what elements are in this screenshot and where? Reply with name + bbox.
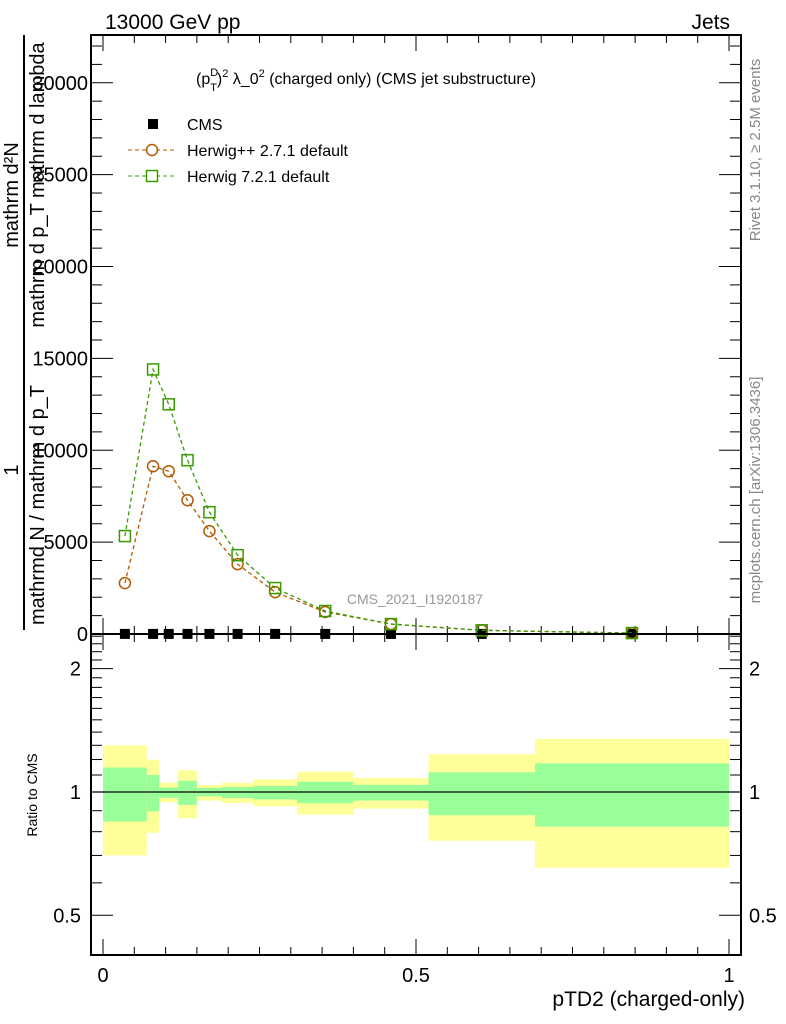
ratio-band-green bbox=[253, 785, 298, 800]
legend-herwigpp-label: Herwig++ 2.7.1 default bbox=[187, 143, 349, 160]
title-sup2: 2 bbox=[222, 68, 228, 80]
legend-herwig7-marker bbox=[145, 169, 159, 183]
series-line-herwig7 bbox=[124, 367, 632, 634]
herwigpp-point bbox=[268, 585, 282, 599]
herwig7-point bbox=[231, 548, 244, 562]
title-p: (p bbox=[196, 71, 210, 88]
herwig7-point bbox=[162, 398, 175, 411]
y-axis-label: 1 mathrm d²N mathrmd N / mathrm d p_T ma… bbox=[1, 35, 49, 630]
ratio-band-green bbox=[159, 787, 179, 798]
ratio-y-tick-label-right: 2 bbox=[749, 659, 760, 681]
svg-text:(pDT)2 λ_02 (charged only) (CM: (pD T)2 λ_02 (charged only) (CMS jet subs… bbox=[196, 67, 536, 94]
x-axis-label: pTD2 (charged-only) bbox=[552, 988, 745, 1011]
y-tick-label: 0 bbox=[77, 624, 88, 646]
herwigpp-point bbox=[231, 557, 244, 571]
ylabel-den-left: 1 bbox=[1, 464, 23, 475]
herwigpp-point bbox=[181, 493, 194, 507]
rivet-label: Rivet 3.1.10, ≥ 2.5M events bbox=[747, 59, 764, 242]
title-close: ) bbox=[217, 71, 222, 88]
y-tick-label: 5000 bbox=[44, 532, 89, 554]
herwig7-point bbox=[203, 505, 216, 519]
y-tick-label: 30000 bbox=[32, 73, 88, 95]
title-tail: (charged only) (CMS jet substructure) bbox=[265, 71, 536, 88]
legend-cms-label: CMS bbox=[187, 117, 223, 134]
header-left: 13000 GeV pp bbox=[105, 11, 240, 34]
ylabel-den-right: mathrmd N / mathrm d p_T bbox=[27, 385, 49, 625]
ylabel-num-right: mathrm d p_T mathrm d lambda bbox=[27, 41, 49, 327]
title-sup-d: D bbox=[210, 67, 218, 79]
ratio-band-green bbox=[353, 784, 429, 801]
title-sup2b: 2 bbox=[259, 68, 265, 80]
ratio-band-green bbox=[428, 772, 535, 816]
legend-cms-marker bbox=[148, 119, 158, 129]
y-tick-label: 15000 bbox=[32, 348, 88, 370]
ratio-band-green bbox=[178, 780, 197, 805]
legend-herwig7-label: Herwig 7.2.1 default bbox=[187, 169, 330, 186]
herwig7-point bbox=[118, 529, 132, 543]
ratio-frame bbox=[90, 633, 742, 956]
ratio-y-label: Ratio to CMS bbox=[24, 753, 40, 836]
herwigpp-point bbox=[162, 464, 175, 478]
main-title: (pD T)2 λ_02 (charged only) (CMS jet subs… bbox=[196, 67, 536, 94]
title-sub-t: T bbox=[210, 82, 217, 94]
analysis-watermark: CMS_2021_I1920187 bbox=[347, 591, 483, 607]
title-rest: λ_0 bbox=[228, 71, 258, 88]
ratio-band-green bbox=[534, 763, 729, 827]
herwig7-point bbox=[146, 363, 160, 376]
header-right: Jets bbox=[691, 11, 730, 34]
herwig7-point bbox=[268, 581, 282, 595]
legend-herwigpp-marker bbox=[145, 143, 159, 157]
ratio-y-tick-label: 2 bbox=[70, 659, 81, 681]
series-line-herwigpp bbox=[124, 465, 632, 634]
ratio-plot: 0 0.5 1 0.5 0.5 1 1 2 2 bbox=[53, 633, 777, 987]
herwigpp-point bbox=[118, 576, 132, 590]
herwigpp-point bbox=[203, 524, 216, 538]
ratio-y-tick-label-right: 0.5 bbox=[749, 905, 777, 927]
legend: CMS Herwig++ 2.7.1 default Herwig 7.2.1 … bbox=[128, 117, 349, 186]
x-tick-label: 1 bbox=[723, 965, 734, 987]
ratio-y-tick-label-right: 1 bbox=[749, 782, 760, 804]
x-tick-label: 0.5 bbox=[402, 965, 430, 987]
herwig7-point bbox=[475, 624, 488, 637]
herwigpp-point bbox=[146, 459, 160, 473]
ylabel-num-left: mathrm d²N bbox=[1, 142, 23, 248]
herwig7-point bbox=[384, 617, 398, 631]
herwig7-point bbox=[181, 453, 194, 467]
y-tick-label: 10000 bbox=[32, 440, 88, 462]
y-tick-label: 25000 bbox=[32, 165, 88, 187]
ratio-y-tick-label: 1 bbox=[70, 782, 81, 804]
y-tick-label: 20000 bbox=[32, 257, 88, 279]
mcplots-label: mcplots.cern.ch [arXiv:1306.3436] bbox=[747, 377, 764, 604]
x-tick-label: 0 bbox=[97, 965, 108, 987]
herwig7-point bbox=[318, 604, 332, 618]
ratio-y-tick-label: 0.5 bbox=[53, 905, 81, 927]
ratio-band-green bbox=[146, 775, 160, 812]
ratio-band-green bbox=[103, 767, 147, 822]
